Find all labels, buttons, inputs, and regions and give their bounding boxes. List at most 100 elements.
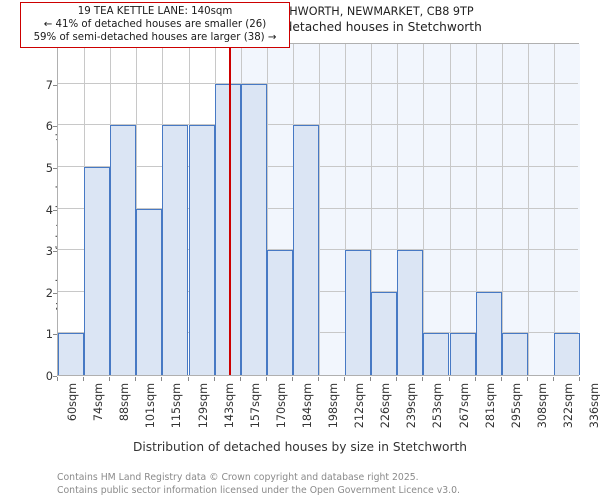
attribution-footer: Contains HM Land Registry data © Crown c… bbox=[57, 471, 577, 498]
x-tick-label: 226sqm bbox=[379, 383, 393, 429]
x-tick-label: 157sqm bbox=[248, 383, 262, 429]
x-tick-label: 74sqm bbox=[92, 383, 106, 422]
y-tick-label: 0 bbox=[45, 369, 53, 383]
gridline-vertical bbox=[527, 44, 529, 375]
histogram-bar bbox=[84, 166, 111, 375]
x-tick-mark bbox=[265, 377, 267, 381]
gridline-vertical bbox=[397, 44, 399, 375]
y-tick-label: 4 bbox=[45, 202, 53, 217]
histogram-bar bbox=[371, 291, 398, 375]
y-tick-mark bbox=[53, 84, 57, 86]
histogram-bar bbox=[188, 125, 215, 375]
x-tick-mark bbox=[422, 377, 424, 381]
x-tick-mark bbox=[448, 377, 450, 381]
y-tick-label: 1 bbox=[45, 327, 53, 342]
histogram-bar bbox=[266, 250, 293, 375]
histogram-bar bbox=[292, 125, 319, 375]
y-tick-mark bbox=[53, 209, 57, 211]
plot-area bbox=[57, 43, 580, 376]
histogram-bar bbox=[110, 125, 137, 375]
x-tick-mark bbox=[526, 377, 528, 381]
x-axis-ticks: 60sqm 74sqm 88sqm 101sqm 115sqm 129sqm 143sqm 1… bbox=[57, 377, 600, 437]
x-tick-label: 101sqm bbox=[144, 383, 158, 429]
histogram-bar bbox=[162, 125, 189, 375]
y-tick-mark bbox=[53, 167, 57, 169]
histogram-bar bbox=[553, 333, 580, 375]
histogram-bar bbox=[501, 333, 528, 375]
x-tick-mark bbox=[187, 377, 189, 381]
property-size-marker-line bbox=[229, 44, 232, 375]
x-tick-mark bbox=[500, 377, 502, 381]
histogram-bar bbox=[449, 333, 476, 375]
x-tick-mark bbox=[83, 377, 85, 381]
x-tick-mark bbox=[291, 377, 293, 381]
y-tick-label: 7 bbox=[45, 77, 53, 92]
gridline-horizontal bbox=[58, 124, 578, 126]
y-tick-label: 2 bbox=[45, 285, 53, 300]
gridline-horizontal bbox=[58, 82, 578, 84]
x-tick-label: 143sqm bbox=[222, 383, 236, 429]
histogram-bar bbox=[214, 83, 241, 375]
x-tick-mark bbox=[474, 377, 476, 381]
gridline-vertical bbox=[371, 44, 373, 375]
y-tick-label: 6 bbox=[45, 119, 53, 134]
y-tick-mark bbox=[53, 334, 57, 336]
gridline-vertical bbox=[475, 44, 477, 375]
x-tick-mark bbox=[370, 377, 372, 381]
gridline-vertical bbox=[501, 44, 503, 375]
gridline-vertical bbox=[553, 44, 555, 375]
x-tick-mark bbox=[135, 377, 137, 381]
y-tick-mark bbox=[53, 376, 57, 377]
x-tick-mark bbox=[109, 377, 111, 381]
y-tick-label: 5 bbox=[45, 160, 53, 175]
histogram-bar bbox=[423, 333, 450, 375]
gridline-vertical bbox=[345, 44, 347, 375]
x-tick-label: 88sqm bbox=[118, 383, 132, 422]
x-tick-mark bbox=[396, 377, 398, 381]
x-tick-label: 267sqm bbox=[457, 383, 471, 429]
x-tick-label: 198sqm bbox=[327, 383, 340, 429]
x-tick-label: 322sqm bbox=[561, 383, 575, 429]
x-tick-label: 308sqm bbox=[535, 383, 549, 429]
y-tick-label: 3 bbox=[45, 244, 53, 259]
x-tick-mark bbox=[213, 377, 215, 381]
x-tick-mark bbox=[239, 377, 241, 381]
x-axis-title: Distribution of detached houses by size … bbox=[132, 440, 468, 454]
property-annotation-box: 19 TEA KETTLE LANE: 140sqm ← 41% of deta… bbox=[20, 2, 290, 49]
x-tick-label: 212sqm bbox=[353, 383, 367, 429]
x-tick-label: 184sqm bbox=[300, 383, 314, 429]
histogram-bar bbox=[136, 208, 163, 375]
x-tick-mark bbox=[318, 377, 319, 381]
y-tick-mark bbox=[53, 126, 57, 128]
x-tick-label: 336sqm bbox=[588, 383, 600, 429]
y-axis-ticks: 012345678 bbox=[9, 36, 57, 383]
x-tick-label: 60sqm bbox=[66, 383, 79, 422]
x-tick-label: 281sqm bbox=[483, 383, 497, 429]
gridline-vertical bbox=[423, 44, 425, 375]
x-tick-label: 239sqm bbox=[405, 383, 419, 429]
histogram-bar bbox=[397, 250, 424, 375]
x-tick-mark bbox=[579, 377, 580, 381]
gridline-vertical bbox=[266, 44, 268, 375]
x-tick-label: 253sqm bbox=[431, 383, 445, 429]
footer-line-1: Contains HM Land Registry data © Crown c… bbox=[57, 472, 419, 483]
annotation-line-3: 59% of semi-detached houses are larger (… bbox=[33, 32, 277, 44]
histogram-bar bbox=[58, 333, 85, 375]
gridline-vertical bbox=[449, 44, 451, 375]
y-tick-mark bbox=[53, 251, 57, 253]
x-tick-label: 115sqm bbox=[170, 383, 184, 429]
x-tick-mark bbox=[344, 377, 346, 381]
footer-line-2: Contains public sector information licen… bbox=[57, 485, 460, 497]
y-tick-mark bbox=[53, 292, 57, 294]
histogram-bar bbox=[345, 250, 372, 375]
annotation-line-2: ← 41% of detached houses are smaller (26… bbox=[43, 19, 267, 31]
x-tick-mark bbox=[161, 377, 163, 381]
x-tick-mark bbox=[552, 377, 554, 381]
histogram-bar bbox=[475, 291, 502, 375]
x-tick-label: 170sqm bbox=[274, 383, 288, 429]
gridline-vertical bbox=[319, 44, 320, 375]
x-tick-mark bbox=[57, 377, 58, 381]
annotation-line-1: 19 TEA KETTLE LANE: 140sqm bbox=[77, 6, 233, 17]
histogram-bar bbox=[240, 83, 267, 375]
